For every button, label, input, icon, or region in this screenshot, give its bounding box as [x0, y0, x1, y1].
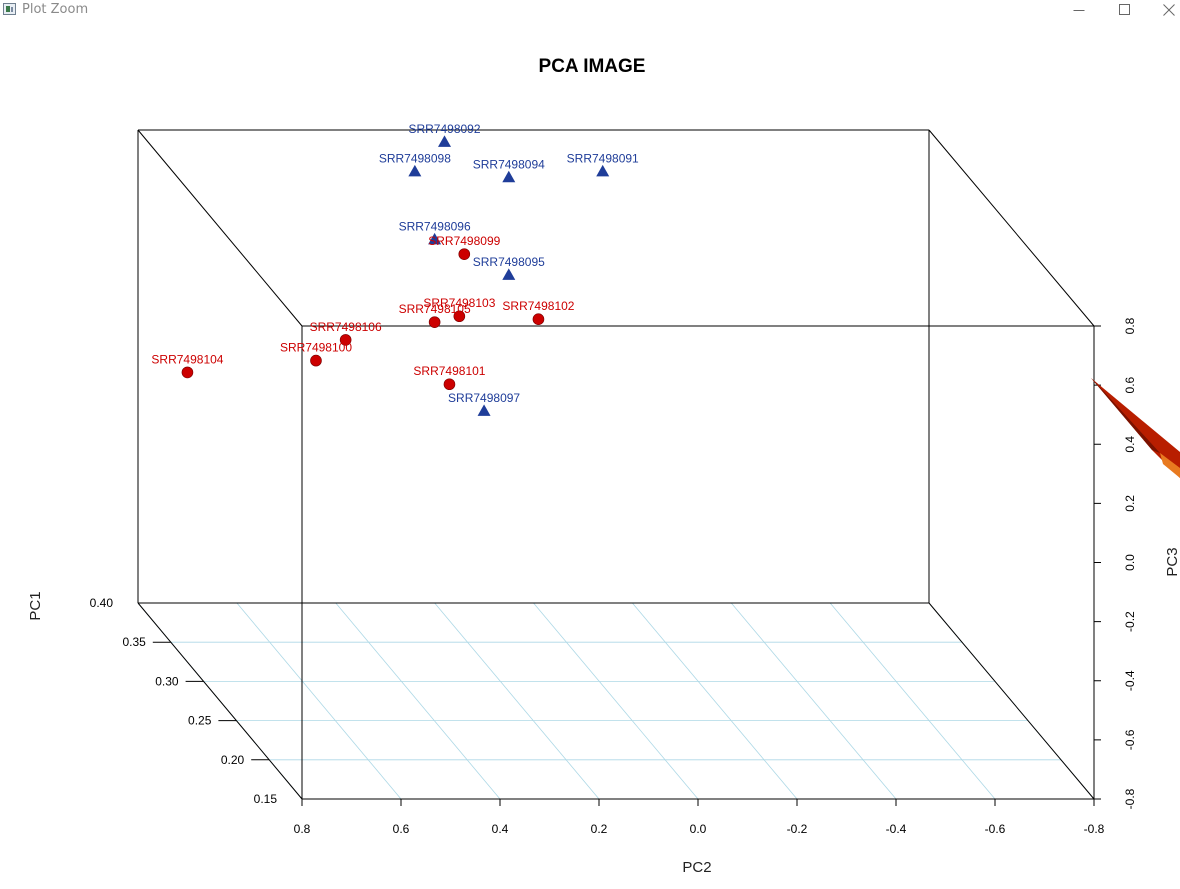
x-tick-label: 0.4	[492, 822, 509, 836]
x-tick-label: -0.4	[886, 822, 907, 836]
triangle-point	[502, 268, 516, 280]
circle-point	[310, 354, 322, 367]
triangle-point	[477, 404, 491, 416]
chart-title: PCA IMAGE	[539, 56, 646, 77]
pca-3d-scatter-plot: PCA IMAGE 0.8 0.6 0.4 0.2 0.0 -0.2 -0.4 -0.6 -0.…	[27, 56, 1180, 876]
x-tick-label: 0.8	[294, 822, 311, 836]
pc3-axis-ticks: 0.8 0.6 0.4 0.2 0.0 -0.2 -0.4 -0.6 -0.8	[1094, 317, 1137, 809]
grid-line-x-2	[335, 602, 501, 800]
triangle-point	[438, 135, 452, 147]
z-tick-label: -0.2	[1123, 611, 1137, 632]
y-tick-label: 0.25	[188, 714, 212, 728]
y-tick-label: 0.40	[90, 596, 114, 610]
pc1-axis-ticks: 0.15 0.20 0.25 0.30 0.35 0.40	[90, 596, 278, 806]
point-label: SRR7498096	[399, 219, 471, 233]
grid-line-x-5	[632, 602, 798, 800]
point-label: SRR7498095	[473, 255, 545, 269]
y-tick-label: 0.30	[155, 674, 179, 688]
x-tick-label: -0.6	[985, 822, 1006, 836]
z-tick-label: 0.8	[1123, 317, 1137, 334]
z-tick-label: 0.0	[1123, 554, 1137, 571]
mouse-cursor-pointer	[1091, 378, 1180, 478]
circle-point	[458, 248, 471, 260]
point-label: SRR7498106	[310, 320, 382, 334]
pc2-axis-ticks: 0.8 0.6 0.4 0.2 0.0 -0.2 -0.4 -0.6 -0.8	[294, 799, 1105, 836]
circle-point	[453, 310, 466, 323]
close-icon	[1163, 4, 1175, 16]
maximize-button[interactable]	[1102, 0, 1148, 20]
y-axis-label: PC1	[27, 591, 44, 620]
x-tick-label: 0.0	[690, 822, 707, 836]
floor-grid	[137, 602, 1095, 800]
point-label: SRR7498103	[423, 296, 495, 310]
circle-point	[181, 366, 194, 379]
close-button[interactable]	[1146, 0, 1180, 20]
z-tick-label: -0.6	[1123, 729, 1137, 750]
circle-point	[532, 313, 545, 326]
grid-line-x-7	[829, 602, 996, 800]
x-tick-label: 0.2	[591, 822, 608, 836]
triangle-point	[596, 164, 610, 177]
z-tick-label: -0.8	[1123, 788, 1137, 809]
app-icon	[3, 3, 16, 15]
point-label: SRR7498097	[448, 391, 520, 405]
point-label: SRR7498105	[399, 302, 471, 316]
y-tick-label: 0.35	[122, 635, 146, 649]
window-title: Plot Zoom	[22, 2, 89, 17]
point-label: SRR7498101	[413, 364, 485, 378]
minimize-icon	[1073, 10, 1085, 11]
point-label: SRR7498100	[280, 341, 352, 355]
x-axis-label: PC2	[682, 859, 711, 876]
triangle-point	[502, 170, 516, 183]
data-points: SRR7498092 SRR7498098 SRR7498094 SRR7498091…	[151, 122, 639, 416]
triangle-point	[408, 164, 422, 177]
z-tick-label: 0.4	[1123, 436, 1137, 453]
point-label: SRR7498098	[379, 151, 451, 165]
plot-box-frame	[137, 129, 1095, 800]
z-tick-label: -0.4	[1123, 670, 1137, 691]
triangle-point	[428, 232, 442, 245]
z-tick-label: 0.6	[1123, 376, 1137, 393]
circle-point	[428, 316, 441, 328]
y-tick-label: 0.20	[221, 753, 245, 767]
x-tick-label: -0.8	[1084, 822, 1105, 836]
point-label: SRR7498092	[408, 122, 480, 136]
point-label: SRR7498091	[567, 151, 639, 165]
maximize-icon	[1119, 4, 1130, 15]
x-tick-label: 0.6	[393, 822, 410, 836]
circle-point	[443, 378, 456, 391]
z-axis-label: PC3	[1164, 547, 1180, 576]
y-tick-label: 0.15	[254, 792, 278, 806]
grid-line-x-1	[236, 602, 402, 800]
z-tick-label: 0.2	[1123, 495, 1137, 512]
window-titlebar: Plot Zoom	[0, 0, 1180, 20]
x-tick-label: -0.2	[787, 822, 808, 836]
point-label: SRR7498099	[428, 234, 500, 248]
minimize-button[interactable]	[1056, 0, 1102, 20]
point-label: SRR7498104	[151, 352, 223, 366]
point-label: SRR7498102	[502, 299, 574, 313]
grid-line-x-4	[533, 602, 699, 800]
grid-line-x-3	[434, 602, 600, 800]
grid-line-x-6	[730, 602, 897, 800]
circle-point	[339, 334, 352, 346]
point-label: SRR7498094	[473, 157, 545, 171]
